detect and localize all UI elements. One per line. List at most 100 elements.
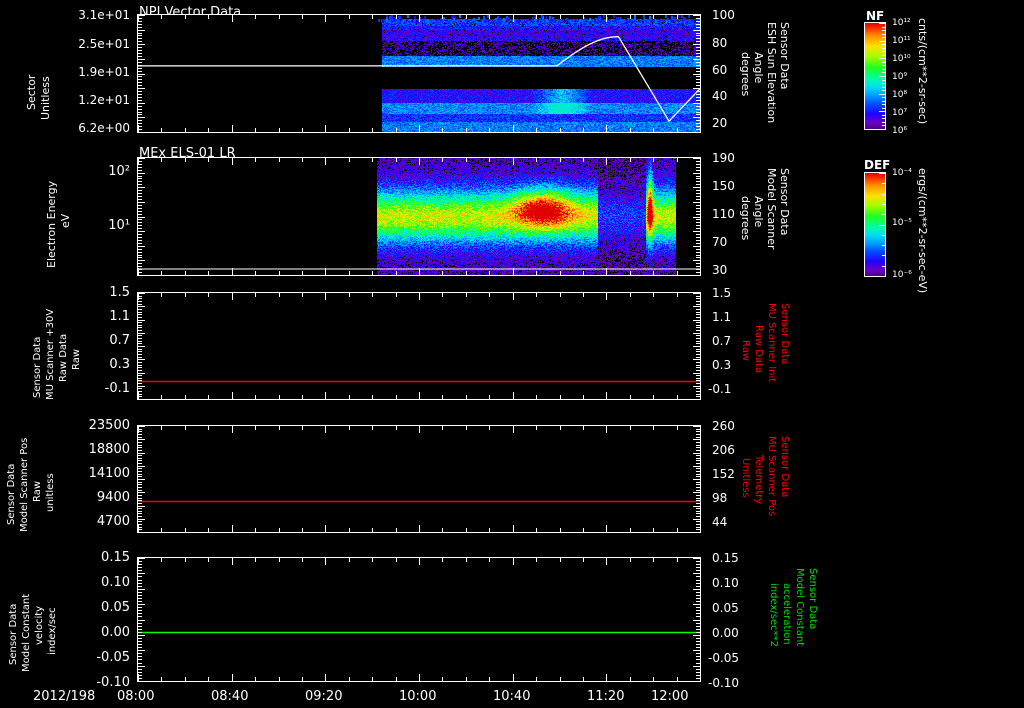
axis-tick (138, 632, 142, 633)
axis-tick (466, 15, 467, 19)
axis-tick (138, 205, 142, 206)
axis-tick (349, 426, 350, 430)
colorbar-tick (882, 83, 885, 84)
axis-tick (630, 426, 631, 430)
axis-tick (700, 558, 701, 565)
axis-tick (696, 482, 700, 483)
axis-tick (696, 524, 700, 525)
panel-3-right-axis-label-line-3: Raw (740, 340, 751, 362)
panel-5-right-ytick-4: -0.05 (708, 651, 740, 665)
panel-4-left-axis-label-line-1: Model Scanner Pos (19, 437, 30, 532)
axis-tick (696, 237, 700, 238)
axis-tick (138, 354, 142, 355)
colorbar-nf-tick-6: 10⁶ (892, 126, 908, 136)
axis-tick (138, 249, 142, 250)
axis-tick (606, 426, 607, 433)
axis-tick (138, 675, 142, 676)
axis-tick (138, 47, 142, 48)
axis-tick (419, 674, 420, 681)
axis-tick (696, 18, 700, 19)
axis-tick (696, 91, 700, 92)
axis-tick (138, 527, 142, 528)
axis-tick (693, 666, 700, 667)
panel-4-left-axis-label-line-0: Sensor Data (6, 463, 17, 525)
colorbar-tick (879, 111, 885, 112)
axis-tick (696, 211, 700, 212)
axis-tick (696, 561, 700, 562)
axis-tick (138, 260, 145, 261)
axis-tick (696, 178, 700, 179)
axis-tick (653, 271, 654, 275)
panel-1-right-axis-label-line-1: ESH Sun Elevation (765, 22, 778, 124)
axis-tick (696, 383, 700, 384)
panel-1-left-axis-label-line-1: Unitless (39, 76, 52, 120)
axis-tick (696, 513, 700, 514)
axis-tick (185, 426, 186, 430)
panel-5-ytick-0: 0.15 (101, 550, 130, 565)
axis-tick (138, 576, 142, 577)
axis-tick (696, 225, 700, 226)
axis-tick (138, 71, 142, 72)
axis-tick (138, 27, 142, 28)
axis-tick (302, 293, 303, 297)
axis-tick (138, 616, 142, 617)
panel-3-right-axis-label-line-1: MU Scanner Init (766, 303, 777, 383)
axis-tick (185, 15, 186, 19)
axis-tick (696, 375, 700, 376)
axis-tick (138, 487, 142, 488)
axis-tick (696, 434, 700, 435)
axis-tick (372, 426, 373, 430)
axis-tick (693, 373, 700, 374)
axis-tick (536, 271, 537, 275)
axis-tick (536, 15, 537, 19)
axis-tick (696, 314, 700, 315)
panel-3-right-ytick-3: 0.3 (712, 358, 732, 372)
axis-tick (696, 309, 700, 310)
axis-tick (696, 65, 700, 66)
axis-tick (696, 38, 700, 39)
axis-tick (696, 391, 700, 392)
axis-tick (138, 378, 142, 379)
axis-tick (138, 626, 142, 627)
axis-tick (232, 125, 233, 132)
axis-tick (138, 296, 142, 297)
axis-tick (138, 564, 142, 565)
x-axis-tick-1: 08:40 (211, 689, 249, 704)
axis-tick (693, 30, 700, 31)
axis-tick (696, 592, 700, 593)
axis-tick (693, 293, 700, 294)
axis-tick (653, 395, 654, 399)
axis-tick (255, 558, 256, 562)
axis-tick (349, 677, 350, 681)
colorbar-nf-tick-2: 10¹⁰ (892, 54, 911, 64)
panel-1-frame (137, 14, 701, 133)
axis-tick (693, 132, 700, 133)
axis-tick (696, 255, 700, 256)
axis-tick (696, 675, 700, 676)
axis-tick (208, 15, 209, 19)
axis-tick (372, 395, 373, 399)
axis-tick (279, 677, 280, 681)
axis-tick (349, 128, 350, 132)
colorbar-def-units: ergs/(cm**2-sr-sec-eV) (916, 168, 929, 294)
colorbar-tick (879, 129, 885, 130)
axis-tick (693, 59, 700, 60)
axis-tick (696, 50, 700, 51)
colorbar-tick (879, 94, 885, 95)
axis-tick (513, 558, 514, 565)
axis-tick (138, 255, 142, 256)
panel-5-right-ytick-0: 0.15 (712, 551, 739, 565)
axis-tick (185, 558, 186, 562)
x-axis-tick-0: 08:00 (117, 689, 155, 704)
axis-tick (583, 528, 584, 532)
axis-tick (419, 158, 420, 165)
axis-tick (208, 395, 209, 399)
panel-4-left-axis-label-line-3: unitless (45, 473, 56, 512)
axis-tick (325, 392, 326, 399)
axis-tick (349, 293, 350, 297)
axis-tick (696, 503, 700, 504)
axis-tick (696, 508, 700, 509)
panel-5-ytick-2: 0.05 (101, 600, 130, 615)
axis-tick (138, 455, 142, 456)
colorbar-tick (882, 62, 885, 63)
